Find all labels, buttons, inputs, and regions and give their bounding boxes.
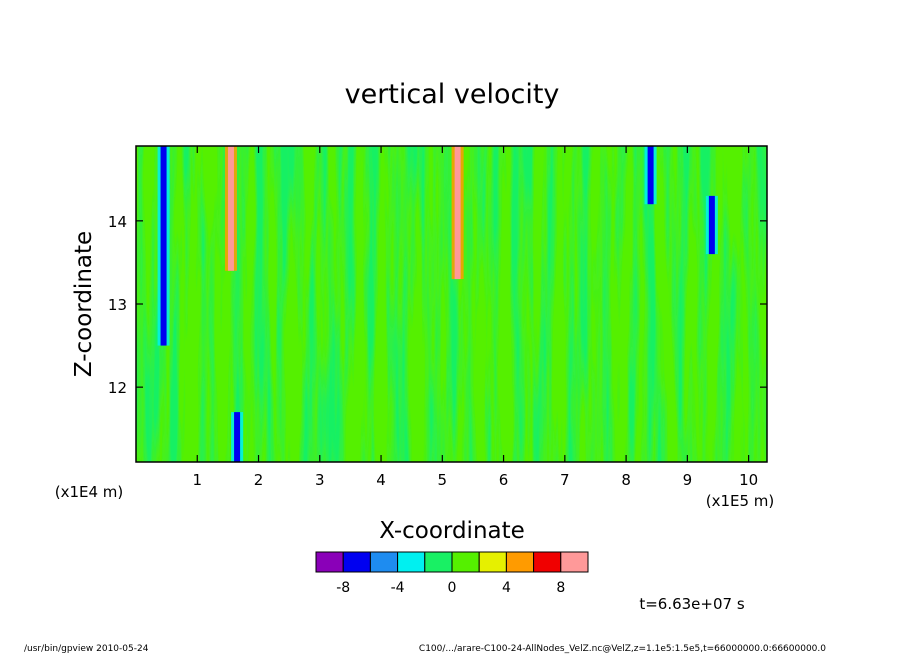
footer-left: /usr/bin/gpview 2010-05-24 [24, 644, 149, 654]
feature-core-1 [227, 146, 234, 271]
colorbar-tick-label-3: 4 [502, 580, 511, 596]
time-annotation: t=6.63e+07 s [639, 595, 745, 613]
colorbar-bin-3 [397, 551, 426, 573]
x-unit-label: (x1E5 m) [706, 492, 775, 510]
colorbar-tick-label-2: 0 [448, 580, 457, 596]
y-unit-label: (x1E4 m) [55, 483, 124, 501]
x-tick-label-5: 5 [438, 471, 448, 489]
x-tick-label-2: 2 [254, 471, 264, 489]
x-tick-label-7: 7 [560, 471, 570, 489]
colorbar-bin-0 [315, 551, 344, 573]
x-axis-label: X-coordinate [379, 518, 525, 544]
colorbar-bin-1 [342, 551, 371, 573]
chart-title: vertical velocity [345, 79, 560, 110]
y-tick-label-12: 12 [108, 379, 127, 397]
colorbar-bin-9 [560, 551, 589, 573]
colorbar-bin-8 [533, 551, 562, 573]
colorbar-tick-label-1: -4 [391, 580, 405, 596]
feature-core-5 [708, 195, 715, 255]
x-tick-label-10: 10 [739, 471, 758, 489]
colorbar-bin-4 [424, 551, 453, 573]
x-tick-label-3: 3 [315, 471, 325, 489]
feature-core-3 [454, 146, 461, 280]
colorbar-bin-7 [505, 551, 535, 573]
plot-area [136, 146, 767, 462]
colorbar-tick-label-4: 8 [556, 580, 565, 596]
colorbar-bin-2 [369, 551, 399, 573]
x-tick-label-6: 6 [499, 471, 509, 489]
x-tick-label-4: 4 [376, 471, 386, 489]
feature-core-2 [234, 412, 241, 462]
y-tick-label-13: 13 [108, 296, 127, 314]
x-tick-label-9: 9 [683, 471, 693, 489]
texture-field [136, 146, 767, 462]
colorbar-bin-6 [478, 551, 507, 573]
x-tick-label-8: 8 [621, 471, 631, 489]
feature-core-0 [160, 146, 167, 346]
y-tick-label-14: 14 [108, 213, 127, 231]
colorbar [315, 551, 589, 573]
y-axis-label: Z-coordinate [71, 231, 97, 377]
x-tick-label-1: 1 [192, 471, 202, 489]
footer-right: C100/.../arare-C100-24-AllNodes_VelZ.nc@… [419, 644, 826, 654]
feature-core-4 [647, 146, 654, 205]
colorbar-bin-5 [451, 551, 480, 573]
colorbar-tick-label-0: -8 [336, 580, 350, 596]
